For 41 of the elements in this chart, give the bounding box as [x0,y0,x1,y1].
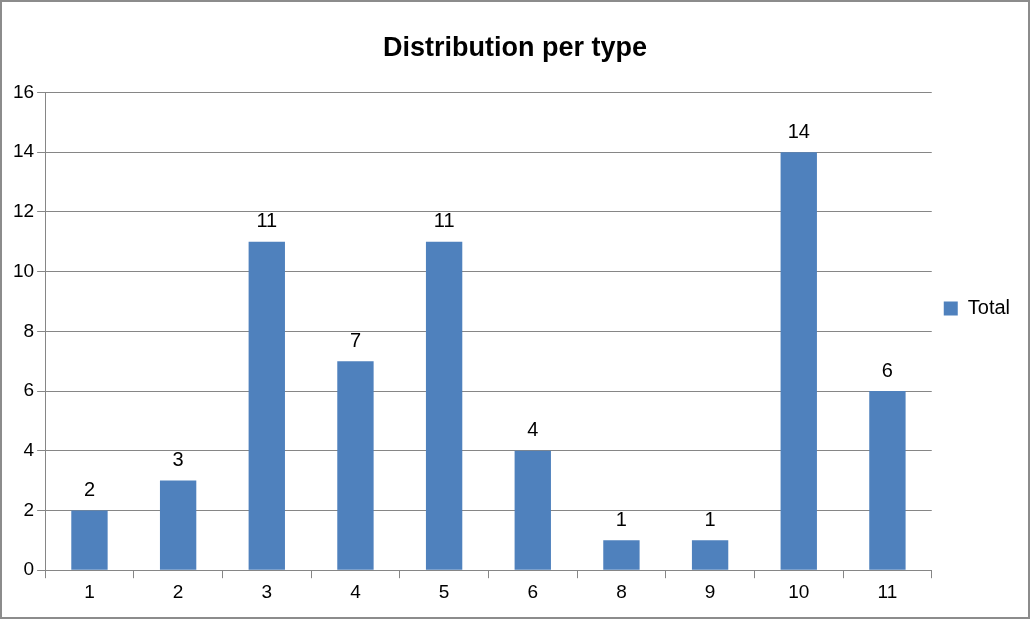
y-tick-label: 12 [12,200,35,222]
y-tick-label: 14 [12,140,35,162]
bar [603,540,640,570]
data-label: 3 [172,448,184,471]
y-tick-label: 8 [23,319,35,341]
data-label: 14 [787,119,810,142]
bar [869,391,906,570]
chart-title: Distribution per type [382,31,648,62]
bar [780,152,817,570]
bar [514,450,551,570]
data-label: 2 [83,477,96,500]
bar [337,361,374,570]
data-label: 7 [349,328,362,351]
x-tick-label: 3 [261,580,273,602]
bar [71,510,108,570]
x-tick-label: 1 [84,580,95,602]
x-tick-label: 9 [704,580,716,602]
x-tick-label: 4 [350,580,362,602]
bar [248,241,285,570]
x-tick-label: 11 [877,580,898,602]
y-tick-label: 2 [23,498,35,520]
x-tick-label: 6 [527,580,539,602]
y-tick-label: 10 [12,259,35,281]
x-tick-label: 5 [438,580,450,602]
data-label: 11 [433,209,455,232]
data-label: 6 [881,358,893,381]
x-tick-label: 8 [616,580,627,602]
data-label: 11 [256,209,278,232]
data-label: 1 [704,507,716,530]
y-tick-label: 16 [12,80,35,102]
bar [425,241,463,570]
y-tick-label: 0 [23,558,35,580]
bar [159,480,197,570]
data-label: 4 [527,418,539,441]
x-tick-label: 10 [788,580,810,602]
legend-label: Total [967,296,1010,319]
bar [691,540,729,570]
y-tick-label: 4 [23,438,35,460]
y-tick-label: 6 [23,379,35,401]
data-label: 1 [615,507,627,530]
x-tick-label: 2 [172,580,184,602]
